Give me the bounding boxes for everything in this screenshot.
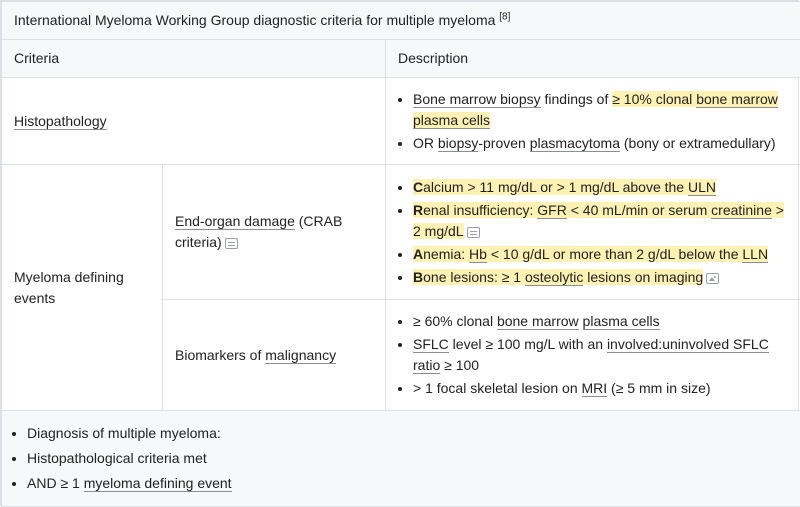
reference-link[interactable]: [8]: [499, 11, 511, 23]
criteria-icon[interactable]: [466, 226, 480, 238]
table-title: International Myeloma Working Group diag…: [14, 12, 496, 28]
plasma-cells-link[interactable]: plasma cells: [413, 111, 491, 129]
highlight-text: Anemia: Hb < 10 g/dL or more than 2 g/dL…: [413, 245, 769, 263]
text: ≥ 60% clonal: [413, 313, 497, 329]
hb-link[interactable]: Hb: [469, 245, 487, 263]
text: > 2 mg/dL: [413, 201, 784, 239]
bone-marrow-biopsy-link[interactable]: Bone marrow biopsy: [413, 90, 541, 108]
list-item: Bone marrow biopsy findings of ≥ 10% clo…: [413, 89, 788, 131]
table-row-biomarkers: Biomarkers of malignancy ≥ 60% clonal bo…: [2, 299, 800, 411]
end-organ-damage-link[interactable]: End-organ damage: [175, 213, 295, 230]
text: A: [413, 245, 424, 262]
text: < 10 g/dL or more than 2 g/dL below the: [486, 245, 743, 262]
crab-list: Calcium > 11 mg/dL or > 1 mg/dL above th…: [398, 177, 788, 288]
image-icon[interactable]: [706, 272, 720, 284]
table-header-row: Criteria Description: [1, 39, 800, 78]
text: B: [413, 268, 424, 285]
crab-description: Calcium > 11 mg/dL or > 1 mg/dL above th…: [384, 164, 800, 300]
sflc-ratio-link[interactable]: involved:uninvolved SFLC ratio: [413, 336, 769, 374]
text: R: [413, 201, 424, 218]
histopathology-cell: Histopathology: [1, 77, 386, 165]
sflc-link[interactable]: SFLC: [413, 336, 449, 353]
text: lesions on imaging: [583, 268, 704, 285]
list-item: AND ≥ 1 myeloma defining event: [27, 473, 788, 494]
lln-link[interactable]: LLN: [742, 245, 769, 263]
text: level ≥ 100 mg/L with an: [448, 336, 607, 352]
text: -proven: [478, 134, 530, 151]
gfr-link[interactable]: GFR: [537, 201, 567, 219]
text: OR: [413, 134, 438, 151]
highlight-text: Bone lesions: ≥ 1 osteolytic lesions on …: [413, 268, 704, 286]
list-item: Anemia: Hb < 10 g/dL or more than 2 g/dL…: [413, 244, 788, 265]
text: ≥ 10% clonal: [612, 90, 697, 107]
biomarkers-list: ≥ 60% clonal bone marrow plasma cells SF…: [398, 311, 788, 399]
text: alcium > 11 mg/dL or > 1 mg/dL above the: [423, 178, 688, 195]
header-description: Description: [384, 39, 800, 78]
list-item: ≥ 60% clonal bone marrow plasma cells: [413, 311, 788, 332]
text: findings of: [540, 90, 613, 107]
biomarkers-description: ≥ 60% clonal bone marrow plasma cells SF…: [384, 299, 800, 411]
text: (bony or extramedullary): [619, 134, 776, 151]
text: (CRAB criteria): [175, 213, 343, 250]
crab-label-cell: End-organ damage (CRAB criteria): [162, 164, 386, 300]
uln-link[interactable]: ULN: [687, 178, 716, 196]
text: [579, 313, 583, 329]
text: (≥ 5 mm in size): [607, 380, 711, 396]
list-item: Diagnosis of multiple myeloma:: [27, 423, 788, 444]
text: AND ≥ 1: [27, 475, 84, 491]
table-footer: Diagnosis of multiple myeloma: Histopath…: [0, 410, 800, 507]
table-footer-row: Diagnosis of multiple myeloma: Histopath…: [0, 410, 800, 507]
list-item: Renal insufficiency: GFR < 40 mL/min or …: [413, 200, 788, 242]
footer-list: Diagnosis of multiple myeloma: Histopath…: [14, 423, 788, 494]
text: ≥ 100: [440, 357, 480, 373]
creatinine-link[interactable]: creatinine: [711, 201, 772, 219]
bone-marrow-link[interactable]: bone marrow: [496, 313, 579, 330]
list-item: SFLC level ≥ 100 mg/L with an involved:u…: [413, 334, 788, 376]
text: enal insufficiency:: [423, 201, 538, 218]
biomarkers-label-cell: Biomarkers of malignancy: [162, 299, 386, 411]
list-item: > 1 focal skeletal lesion on MRI (≥ 5 mm…: [413, 378, 788, 399]
myeloma-defining-event-link[interactable]: myeloma defining event: [83, 475, 232, 492]
histopathology-link[interactable]: Histopathology: [14, 112, 107, 130]
malignancy-link[interactable]: malignancy: [265, 346, 337, 364]
myeloma-events-cell: Myeloma defining events: [1, 164, 163, 411]
table-row-crab: Myeloma defining events End-organ damage…: [1, 164, 800, 411]
histopathology-description: Bone marrow biopsy findings of ≥ 10% clo…: [384, 77, 800, 165]
table-row-histopathology: Histopathology Bone marrow biopsy findin…: [1, 77, 800, 165]
text: Biomarkers of: [175, 346, 266, 363]
bone-marrow-link[interactable]: bone marrow: [696, 90, 778, 108]
text: one lesions: ≥ 1: [423, 268, 525, 285]
highlight-text: Calcium > 11 mg/dL or > 1 mg/dL above th…: [413, 178, 716, 196]
text: C: [413, 178, 424, 195]
list-item: Histopathological criteria met: [27, 448, 788, 469]
text: < 40 mL/min or serum: [566, 201, 712, 218]
table-caption-row: International Myeloma Working Group diag…: [0, 1, 800, 40]
list-item: Calcium > 11 mg/dL or > 1 mg/dL above th…: [413, 177, 788, 198]
criteria-icon[interactable]: [224, 238, 238, 249]
list-item: OR biopsy-proven plasmacytoma (bony or e…: [413, 133, 788, 154]
biopsy-link[interactable]: biopsy: [437, 134, 479, 152]
plasma-cells-link[interactable]: plasma cells: [582, 313, 660, 330]
mri-link[interactable]: MRI: [581, 380, 608, 397]
header-criteria: Criteria: [1, 39, 386, 78]
text: > 1 focal skeletal lesion on: [413, 380, 582, 396]
list-item: Bone lesions: ≥ 1 osteolytic lesions on …: [413, 267, 788, 288]
histopathology-list: Bone marrow biopsy findings of ≥ 10% clo…: [398, 89, 788, 154]
text: nemia:: [423, 245, 470, 262]
plasmacytoma-link[interactable]: plasmacytoma: [529, 134, 620, 152]
table-caption: International Myeloma Working Group diag…: [0, 1, 800, 40]
osteolytic-link[interactable]: osteolytic: [524, 268, 584, 286]
